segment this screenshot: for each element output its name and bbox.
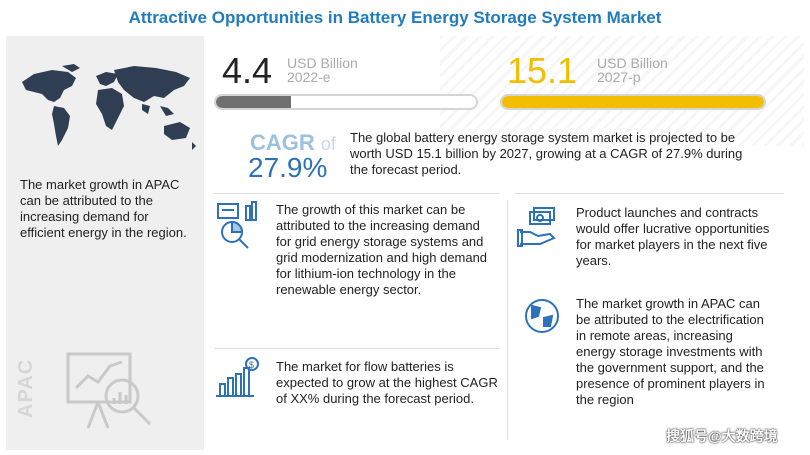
value-2027: 15.1 <box>507 50 578 91</box>
insight-3-text: Product launches and contracts would off… <box>576 205 770 268</box>
decorative-stripes <box>440 36 804 146</box>
column-divider <box>507 200 508 440</box>
world-map-icon <box>22 64 196 150</box>
cagr-label: CAGR of <box>250 130 336 156</box>
year-2027: 2027-p <box>597 69 641 85</box>
insight-1-text: The growth of this market can be attribu… <box>276 202 488 297</box>
cagr-of-text: of <box>320 134 336 154</box>
cagr-value: 27.9% <box>248 152 328 183</box>
market-summary: The global battery energy storage system… <box>350 130 743 177</box>
chart-magnifier-icon <box>217 201 257 249</box>
unit-2027: USD Billion <box>597 55 668 71</box>
cagr-label-text: CAGR <box>250 130 315 155</box>
unit-2022: USD Billion <box>287 55 358 71</box>
left-description: The market growth in APAC can be attribu… <box>20 177 187 240</box>
year-2022: 2022-e <box>287 69 331 85</box>
divider-left <box>214 193 500 194</box>
page-title: Attractive Opportunities in Battery Ener… <box>128 8 662 27</box>
bar-2027 <box>500 94 766 110</box>
svg-text:$: $ <box>249 360 254 370</box>
bar-2022 <box>214 94 478 110</box>
insight-4-text: The market growth in APAC can be attribu… <box>576 296 765 407</box>
money-hand-icon <box>517 207 556 247</box>
value-2022: 4.4 <box>222 50 273 91</box>
insight-2-text: The market for flow batteries is expecte… <box>276 359 498 406</box>
bar-2027-fill <box>502 96 764 108</box>
globe-icon <box>525 299 559 333</box>
watermark: 搜狐号@大数跨境 <box>666 428 778 444</box>
divider-mid <box>214 348 500 349</box>
bar-2022-fill <box>216 96 292 108</box>
divider-right <box>514 193 784 194</box>
growth-chart-magnifier-icon <box>66 352 152 429</box>
dollar-growth-icon: $ <box>216 357 259 397</box>
